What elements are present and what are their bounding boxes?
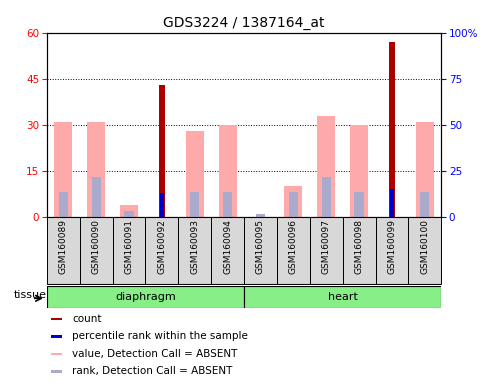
Bar — [256, 214, 265, 217]
Bar — [186, 131, 204, 217]
Bar — [390, 189, 393, 217]
Text: heart: heart — [328, 292, 357, 302]
Bar — [112, 217, 145, 284]
Bar — [47, 286, 244, 308]
Text: GSM160092: GSM160092 — [157, 219, 166, 274]
Bar — [244, 217, 277, 284]
Text: tissue: tissue — [14, 290, 47, 300]
Bar — [420, 192, 429, 217]
Text: count: count — [72, 314, 102, 324]
Bar — [54, 122, 72, 217]
Text: GSM160090: GSM160090 — [92, 219, 101, 274]
Text: GSM160099: GSM160099 — [387, 219, 396, 274]
Bar — [211, 217, 244, 284]
Bar — [376, 217, 408, 284]
Bar — [159, 85, 165, 217]
Bar — [350, 125, 368, 217]
Bar — [190, 192, 199, 217]
Bar — [343, 217, 376, 284]
Text: GSM160094: GSM160094 — [223, 219, 232, 274]
Text: GSM160091: GSM160091 — [125, 219, 134, 274]
Bar — [244, 286, 441, 308]
Bar — [416, 122, 434, 217]
Bar — [59, 192, 68, 217]
Text: diaphragm: diaphragm — [115, 292, 176, 302]
Bar — [51, 335, 62, 338]
Bar — [218, 125, 237, 217]
Bar — [321, 177, 331, 217]
Bar — [92, 177, 101, 217]
Bar — [51, 318, 62, 320]
Text: GSM160093: GSM160093 — [190, 219, 199, 274]
Bar — [310, 217, 343, 284]
Bar — [408, 217, 441, 284]
Bar — [80, 217, 112, 284]
Bar — [124, 211, 134, 217]
Bar — [223, 192, 232, 217]
Text: GSM160100: GSM160100 — [421, 219, 429, 274]
Title: GDS3224 / 1387164_at: GDS3224 / 1387164_at — [163, 16, 325, 30]
Bar — [87, 122, 105, 217]
Bar — [160, 193, 164, 217]
Bar — [284, 186, 302, 217]
Text: GSM160095: GSM160095 — [256, 219, 265, 274]
Text: rank, Detection Call = ABSENT: rank, Detection Call = ABSENT — [72, 366, 233, 376]
Text: GSM160098: GSM160098 — [354, 219, 363, 274]
Bar — [289, 192, 298, 217]
Text: value, Detection Call = ABSENT: value, Detection Call = ABSENT — [72, 349, 238, 359]
Bar — [354, 192, 364, 217]
Bar — [389, 42, 395, 217]
Text: GSM160089: GSM160089 — [59, 219, 68, 274]
Bar — [317, 116, 335, 217]
Bar — [178, 217, 211, 284]
Text: GSM160096: GSM160096 — [289, 219, 298, 274]
Bar — [51, 370, 62, 372]
Bar — [120, 205, 138, 217]
Bar — [277, 217, 310, 284]
Bar — [47, 217, 80, 284]
Text: percentile rank within the sample: percentile rank within the sample — [72, 331, 248, 341]
Bar — [145, 217, 178, 284]
Text: GSM160097: GSM160097 — [322, 219, 331, 274]
Bar — [51, 353, 62, 355]
